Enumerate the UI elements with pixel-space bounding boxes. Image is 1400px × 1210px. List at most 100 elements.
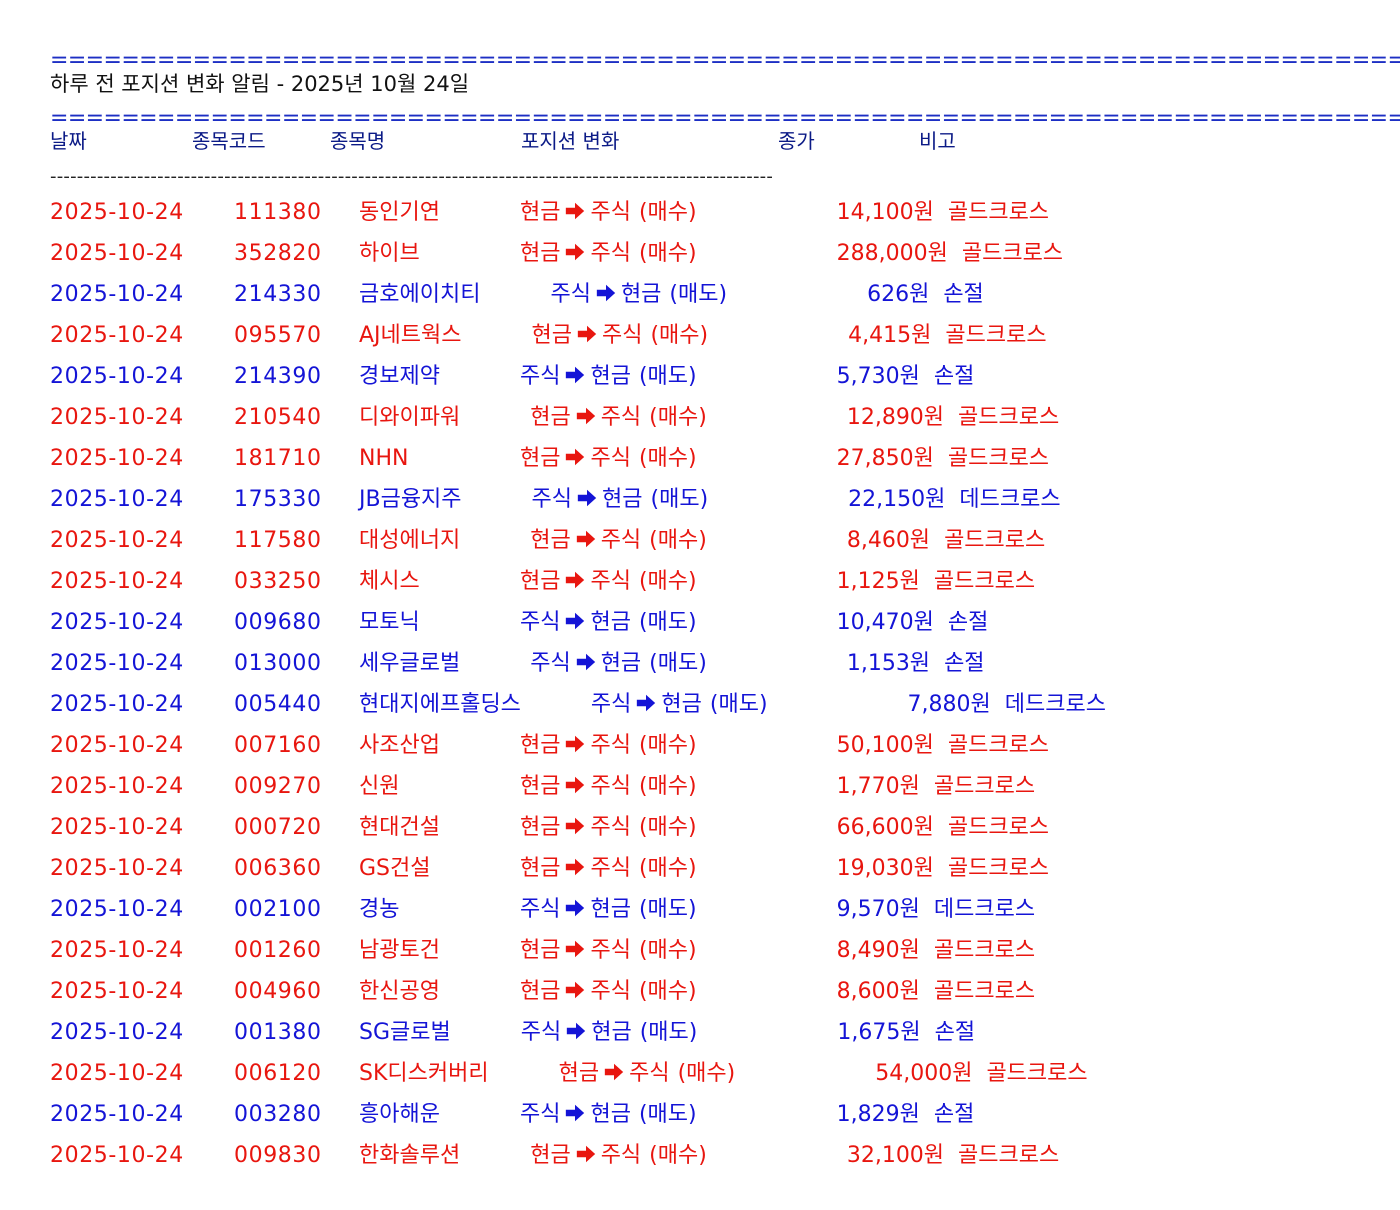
row-position-change: 주식 현금 (매도) (532, 485, 709, 515)
table-row: 2025-10-24 181710 NHN 현금 주식 (매수) 27,850원 골드크로스 (0, 444, 1400, 480)
position-action: (매수) (649, 528, 707, 553)
row-code: 210540 (234, 405, 322, 430)
position-to: 주식 (590, 569, 631, 594)
position-to: 주식 (590, 241, 631, 266)
position-from: 현금 (530, 528, 571, 553)
position-to: 현금 (600, 651, 642, 676)
position-to: 주식 (600, 528, 642, 553)
row-date: 2025-10-24 (50, 733, 184, 758)
position-action: (매수) (638, 979, 697, 1004)
position-from: 현금 (520, 569, 561, 594)
row-code: 175330 (234, 487, 322, 512)
position-to: 주식 (600, 405, 642, 430)
row-date: 2025-10-24 (50, 692, 184, 717)
row-close-price: 22,150원 (848, 487, 946, 512)
table-row: 2025-10-24 214330 금호에이치티 주식 현금 (매도) 626원 손절 (0, 280, 1400, 316)
row-code: 009830 (234, 1143, 322, 1168)
row-note: 골드크로스 (933, 569, 1036, 594)
row-position-change: 주식 현금 (매도) (550, 280, 727, 310)
row-note: 손절 (943, 282, 984, 307)
position-from: 현금 (520, 856, 561, 881)
row-date: 2025-10-24 (50, 979, 184, 1004)
table-row: 2025-10-24 095570 AJ네트웍스 현금 주식 (매수) 4,415원 골드크로… (0, 321, 1400, 357)
row-close-price-and-note: 10,470원 손절 (837, 608, 989, 638)
header-note: 비고 (919, 129, 956, 153)
row-close-price-and-note: 1,675원 손절 (837, 1018, 975, 1048)
row-code: 000720 (234, 815, 322, 840)
position-action: (매수) (638, 856, 697, 881)
table-row: 2025-10-24 001380 SG글로벌 주식 현금 (매도) 1,675원 손절 (0, 1018, 1400, 1054)
right-arrow-icon (565, 1020, 587, 1042)
position-action: (매도) (639, 1020, 698, 1045)
row-code: 004960 (234, 979, 322, 1004)
position-from: 주식 (531, 487, 573, 512)
position-from: 주식 (550, 282, 591, 307)
row-close-price: 14,100원 (836, 200, 934, 225)
row-name: AJ네트웍스 (359, 323, 462, 348)
row-close-price: 66,600원 (836, 815, 934, 840)
table-row: 2025-10-24 000720 현대건설 현금 주식 (매수) 66,600원 골드크로스 (0, 813, 1400, 849)
row-close-price: 54,000원 (875, 1061, 973, 1086)
position-to: 현금 (661, 692, 702, 717)
position-to: 현금 (590, 897, 631, 922)
row-name: 체시스 (359, 569, 420, 594)
table-row: 2025-10-24 006360 GS건설 현금 주식 (매수) 19,030원 골드크로스 (0, 854, 1400, 890)
row-name: NHN (359, 446, 409, 471)
row-position-change: 주식 현금 (매도) (530, 649, 707, 679)
right-arrow-icon (564, 938, 586, 960)
row-close-price-and-note: 19,030원 골드크로스 (837, 854, 1049, 884)
page-title: 하루 전 포지션 변화 알림 - 2025년 10월 24일 (50, 72, 470, 96)
position-from: 현금 (530, 405, 571, 430)
position-from: 주식 (520, 1020, 562, 1045)
row-close-price-and-note: 1,770원 골드크로스 (837, 772, 1035, 802)
row-name: 사조산업 (359, 733, 440, 758)
position-action: (매도) (638, 897, 697, 922)
row-name: 대성에너지 (359, 528, 461, 553)
table-header: 날짜 종목코드 종목명 포지션 변화 종가 비고 (0, 128, 1400, 156)
row-code: 003280 (234, 1102, 322, 1127)
table-row: 2025-10-24 009680 모토닉 주식 현금 (매도) 10,470원 손절 (0, 608, 1400, 644)
header-name: 종목명 (330, 129, 386, 153)
position-from: 현금 (530, 1143, 571, 1168)
row-note: 손절 (933, 1102, 975, 1127)
position-action: (매수) (650, 323, 709, 348)
right-arrow-icon (564, 815, 586, 837)
row-name: 흥아해운 (359, 1102, 440, 1127)
row-note: 골드크로스 (958, 405, 1060, 430)
row-code: 009270 (234, 774, 322, 799)
row-close-price-and-note: 66,600원 골드크로스 (837, 813, 1049, 843)
row-note: 데드크로스 (1004, 692, 1106, 717)
row-position-change: 현금 주식 (매수) (530, 1141, 707, 1171)
position-action: (매수) (638, 200, 697, 225)
row-close-price: 1,675원 (837, 1020, 921, 1045)
header-code: 종목코드 (192, 129, 266, 153)
position-to: 현금 (590, 610, 631, 635)
row-name: 금호에이치티 (359, 282, 481, 307)
row-close-price: 4,415원 (848, 323, 932, 348)
row-position-change: 현금 주식 (매수) (559, 1059, 736, 1089)
position-action: (매수) (638, 774, 697, 799)
position-from: 현금 (520, 446, 561, 471)
row-date: 2025-10-24 (50, 897, 184, 922)
row-close-price-and-note: 5,730원 손절 (837, 362, 975, 392)
position-action: (매수) (638, 241, 697, 266)
row-close-price-and-note: 22,150원 데드크로스 (848, 485, 1060, 515)
row-position-change: 주식 현금 (매도) (591, 690, 768, 720)
row-code: 001380 (234, 1020, 322, 1045)
table-row: 2025-10-24 009830 한화솔루션 현금 주식 (매수) 32,100원 골드크로… (0, 1141, 1400, 1177)
row-name: 현대지에프홀딩스 (359, 692, 521, 717)
row-name: 현대건설 (359, 815, 440, 840)
position-to: 주식 (590, 733, 631, 758)
row-close-price: 288,000원 (836, 241, 948, 266)
row-code: 006360 (234, 856, 322, 881)
right-arrow-icon (575, 651, 597, 673)
row-close-price: 8,490원 (836, 938, 920, 963)
right-arrow-icon (575, 405, 597, 427)
row-date: 2025-10-24 (50, 323, 184, 348)
row-name: 하이브 (359, 241, 420, 266)
row-close-price: 1,770원 (836, 774, 920, 799)
row-close-price-and-note: 14,100원 골드크로스 (837, 198, 1049, 228)
position-from: 주식 (530, 651, 571, 676)
row-date: 2025-10-24 (50, 938, 184, 963)
row-close-price-and-note: 50,100원 골드크로스 (837, 731, 1049, 761)
